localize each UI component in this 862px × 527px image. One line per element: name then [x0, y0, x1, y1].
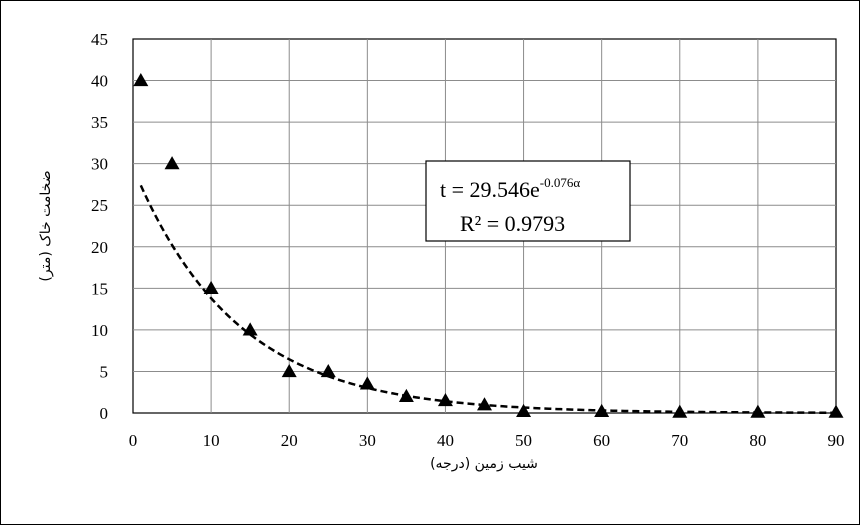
x-tick-label: 70	[671, 431, 688, 450]
data-point-triangle	[750, 404, 766, 418]
x-tick-label: 60	[593, 431, 610, 450]
x-tick-label: 90	[828, 431, 845, 450]
x-tick-label: 50	[515, 431, 532, 450]
x-tick-label: 80	[749, 431, 766, 450]
y-tick-label: 10	[91, 321, 108, 340]
y-tick-label: 15	[91, 279, 108, 298]
equation-box: t = 29.546e-0.076α R² = 0.9793	[425, 160, 631, 242]
grid-lines	[133, 39, 836, 413]
data-point-triangle	[133, 73, 149, 87]
data-points	[133, 73, 844, 418]
y-tick-label: 20	[91, 238, 108, 257]
data-point-triangle	[594, 403, 610, 417]
r-squared-label: R² = 0.9793	[460, 211, 565, 236]
data-point-triangle	[477, 397, 492, 411]
y-tick-label: 5	[100, 362, 109, 381]
x-axis-title: شیب زمین (درجه)	[430, 456, 538, 472]
data-point-triangle	[516, 403, 532, 417]
y-tick-label: 35	[91, 113, 108, 132]
data-point-triangle	[437, 393, 453, 407]
equation-exponent: -0.076α	[540, 175, 581, 190]
x-tick-labels: 0 10 20 30 40 50 60 70 80 90	[129, 431, 845, 450]
x-tick-label: 30	[359, 431, 376, 450]
svg-text:t = 29.546e-0.076α: t = 29.546e-0.076α	[440, 175, 580, 202]
data-point-triangle	[164, 156, 180, 170]
x-tick-label: 20	[281, 431, 298, 450]
equation-box-frame	[425, 160, 631, 242]
y-tick-label: 40	[91, 72, 108, 91]
data-point-triangle	[203, 280, 219, 294]
equation-base: t = 29.546e	[440, 177, 540, 202]
y-tick-label: 45	[91, 30, 108, 49]
y-tick-label: 0	[100, 404, 109, 423]
y-tick-label: 25	[91, 196, 108, 215]
data-point-triangle	[828, 404, 844, 418]
data-point-triangle	[359, 376, 375, 390]
x-tick-label: 40	[437, 431, 454, 450]
data-point-triangle	[281, 363, 297, 378]
y-tick-label: 30	[91, 155, 108, 174]
data-point-triangle	[398, 388, 414, 403]
data-point-triangle	[672, 404, 688, 418]
y-tick-labels: 0 5 10 15 20 25 30 35 40 45	[91, 30, 108, 423]
y-axis-title: ضخامت خاک (متر)	[38, 170, 54, 281]
data-point-triangle	[242, 322, 258, 336]
x-tick-label: 0	[129, 431, 138, 450]
data-point-triangle	[320, 363, 336, 378]
x-tick-label: 10	[203, 431, 220, 450]
